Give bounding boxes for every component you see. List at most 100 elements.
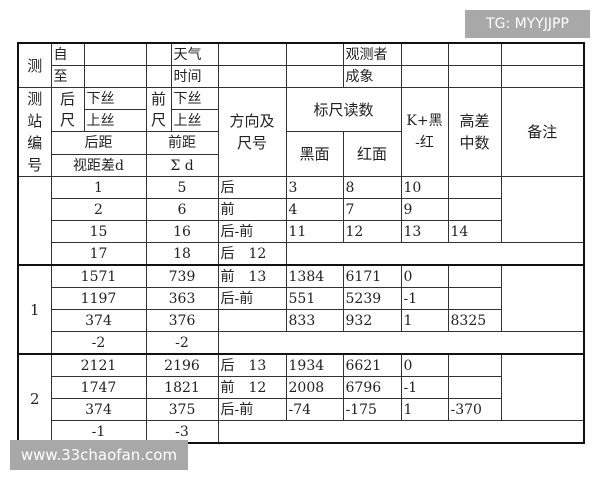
blank-cell (500, 65, 585, 88)
front-distance-cell: 16 (145, 220, 219, 243)
black-face-cell: 4 (285, 198, 344, 221)
table-row: 2 2121 2196 后 13 1934 6621 0 (17, 353, 585, 444)
k-black-red-cell: 1 (400, 309, 449, 332)
k-black-red-header: K+黑 -红 (400, 87, 449, 177)
height-diff-mean-header: 高差 中数 (447, 87, 502, 177)
black-face-cell: 2008 (285, 376, 344, 399)
front-distance-cell: 739 (145, 264, 219, 288)
black-face-cell: 833 (285, 309, 344, 332)
black-face-cell: 3 (285, 176, 344, 199)
time-value (217, 65, 287, 88)
k-black-red-cell: -1 (400, 287, 449, 310)
table-row: 374 376 833 932 1 8325 (18, 309, 584, 332)
table-row: 1 1571 739 前 13 1384 6171 0 (17, 264, 585, 355)
k-black-red-cell: 10 (400, 176, 449, 199)
k-black-red-cell: -1 (400, 376, 449, 399)
blank-cell (285, 42, 344, 66)
back-distance-cell: 1197 (50, 287, 147, 310)
weather-label: 天气 (170, 42, 219, 66)
imaging-value (400, 65, 449, 88)
k-black-red-cell: 13 (400, 220, 449, 243)
direction-cell: 后 13 (217, 353, 287, 377)
blank-cell (447, 42, 502, 66)
back-distance-cell: 2 (50, 198, 147, 221)
station-number-cell (17, 176, 52, 266)
summary-blank-cell (217, 331, 585, 355)
height-diff-mean-cell (447, 287, 502, 310)
k-black-red-cell: 1 (400, 398, 449, 421)
back-lower-wire-header: 下丝 (83, 87, 147, 110)
direction-cell: 后 (217, 176, 287, 199)
height-diff-mean-cell: -370 (447, 398, 502, 421)
sight-diff-header: 视距差d (50, 154, 147, 177)
front-distance-cell: 2196 (145, 353, 219, 377)
front-upper-wire-header: 上丝 (170, 109, 219, 132)
k-black-red-cell: 0 (400, 264, 449, 288)
red-face-cell: 5239 (342, 287, 402, 310)
table-row: 1 5 后 3 8 10 (17, 176, 585, 266)
time-label: 时间 (170, 65, 219, 88)
remark-cell (500, 176, 585, 243)
blank-cell (145, 42, 172, 66)
red-face-cell: 7 (342, 198, 402, 221)
ce-label: 测 (17, 42, 52, 88)
height-diff-mean-cell: 14 (447, 220, 502, 243)
observer-label: 观测者 (342, 42, 402, 66)
back-distance-cell: 1 (50, 176, 147, 199)
direction-cell: 前 (217, 198, 287, 221)
table-row: -2 -2 (18, 331, 585, 355)
front-distance-cell: 1821 (145, 376, 219, 399)
front-distance-cell: 375 (145, 398, 219, 421)
blank-cell (285, 65, 344, 88)
direction-cell (217, 309, 287, 332)
black-face-cell: 1384 (285, 264, 344, 288)
front-lower-wire-header: 下丝 (170, 87, 219, 110)
blank-cell (447, 65, 502, 88)
direction-cell: 后 12 (217, 242, 287, 266)
summary-blank-cell (217, 420, 585, 444)
table-row: -1 -3 (18, 420, 585, 444)
red-face-cell: -175 (342, 398, 402, 421)
back-ruler-header: 后 尺 (50, 87, 85, 132)
back-distance-cell: 2121 (50, 353, 147, 377)
table-row: 17 18 后 12 (18, 242, 585, 266)
front-distance-cell: 376 (145, 309, 219, 332)
observer-value (400, 42, 449, 66)
back-distance-cell: 15 (50, 220, 147, 243)
height-diff-mean-cell: 8325 (447, 309, 502, 332)
red-face-cell: 6796 (342, 376, 402, 399)
direction-cell: 后-前 (217, 398, 287, 421)
weather-value (217, 42, 287, 66)
back-distance-cell: 17 (50, 242, 147, 266)
height-diff-mean-cell (447, 264, 502, 288)
back-distance-cell: 1747 (50, 376, 147, 399)
k-black-red-cell: 0 (400, 353, 449, 377)
leveling-record-table: 测 自 天气 观测者 至 时间 成象 测 站 编 号 后 尺 (17, 42, 585, 444)
to-label: 至 (50, 65, 85, 88)
from-value (83, 42, 147, 66)
from-label: 自 (50, 42, 85, 66)
table-row: 374 375 后-前 -74 -175 1 -370 (18, 398, 584, 421)
table-row: 1747 1821 前 12 2008 6796 -1 (18, 376, 584, 399)
station-number-cell: 1 (17, 264, 52, 355)
front-distance-cell: -2 (145, 331, 219, 355)
ruler-reading-header: 标尺读数 (285, 87, 402, 132)
black-face-header: 黑面 (285, 131, 344, 177)
table-row: 15 16 后-前 11 12 13 14 (18, 220, 584, 243)
height-diff-mean-cell (447, 353, 502, 377)
red-face-header: 红面 (342, 131, 402, 177)
back-distance-header: 后距 (50, 131, 147, 155)
front-distance-cell: 18 (145, 242, 219, 266)
back-distance-cell: -2 (50, 331, 147, 355)
height-diff-mean-cell (447, 376, 502, 399)
height-diff-mean-cell (447, 198, 502, 221)
front-distance-cell: 5 (145, 176, 219, 199)
red-face-cell: 6171 (342, 264, 402, 288)
watermark-top-right: TG: MYYJJPP (465, 10, 590, 38)
sum-d-header: Σ d (145, 154, 219, 177)
remark-cell (500, 353, 585, 421)
blank-cell (145, 65, 172, 88)
direction-cell: 后-前 (217, 220, 287, 243)
front-ruler-header: 前 尺 (145, 87, 172, 132)
